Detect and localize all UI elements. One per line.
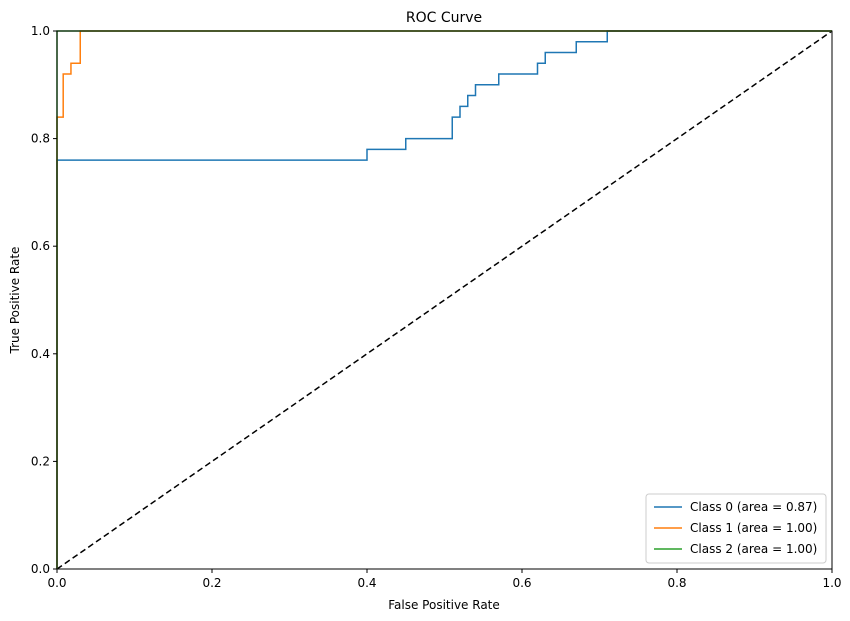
legend-entry-label: Class 2 (area = 1.00): [690, 542, 817, 556]
y-tick-label: 0.2: [31, 454, 50, 468]
legend-entry-label: Class 1 (area = 1.00): [690, 521, 817, 535]
y-tick-label: 0.4: [31, 347, 50, 361]
series-group: [56, 30, 833, 570]
legend: Class 0 (area = 0.87) Class 1 (area = 1.0…: [645, 493, 827, 564]
plot-frame: [56, 30, 833, 570]
x-tick-label: 0.8: [667, 576, 686, 590]
reference-diagonal-line: [56, 30, 833, 570]
x-tick-label: 0.6: [512, 576, 531, 590]
y-tick-label: 0.6: [31, 239, 50, 253]
y-tick-label: 0.8: [31, 132, 50, 146]
x-axis-label: False Positive Rate: [388, 598, 500, 612]
x-tick-label: 1.0: [822, 576, 841, 590]
series-line-class-1: [56, 30, 832, 569]
legend-entry-label: Class 0 (area = 0.87): [690, 500, 817, 514]
chart-title: ROC Curve: [406, 10, 482, 26]
x-tick-label: 0.0: [47, 576, 66, 590]
x-tick-label: 0.4: [357, 576, 376, 590]
series-line-class-0: [56, 30, 832, 569]
x-tick-label: 0.2: [202, 576, 221, 590]
legend-box: [645, 493, 827, 564]
plot-area: 0.0 0.2 0.4 0.6 0.8 1.0 0.0 0.2 0.4 0.6 0.8 1.0 Clas…: [31, 24, 842, 590]
y-axis-label: True Positive Rate: [8, 247, 22, 355]
y-tick-label: 0.0: [31, 562, 50, 576]
y-tick-label: 1.0: [31, 24, 50, 38]
